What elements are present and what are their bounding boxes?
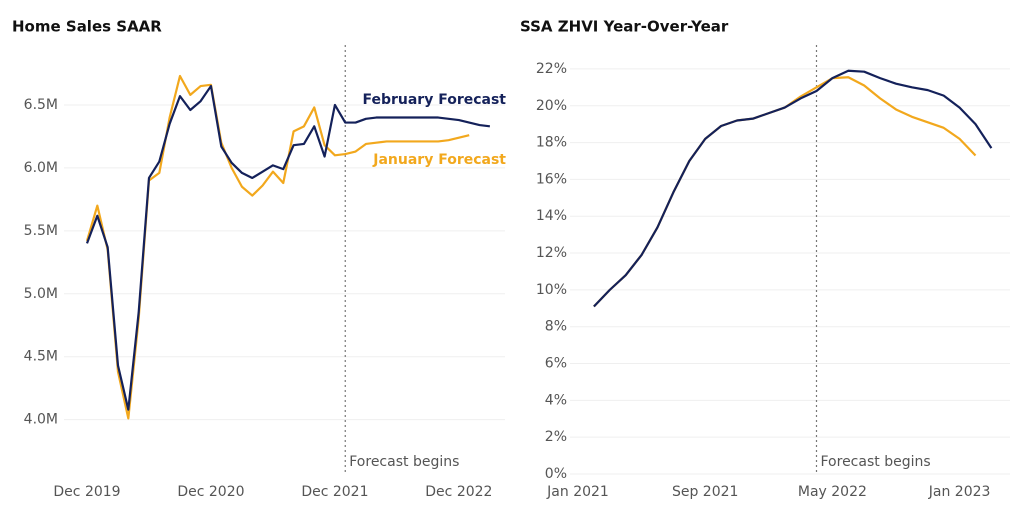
series-label: February Forecast: [362, 92, 506, 108]
y-tick-label: 5.5M: [24, 223, 58, 239]
x-tick-label: Dec 2022: [425, 484, 492, 500]
y-tick-label: 5.0M: [24, 286, 58, 302]
y-tick-label: 0%: [545, 466, 567, 482]
y-tick-label: 22%: [536, 61, 567, 77]
y-tick-label: 6.0M: [24, 160, 58, 176]
y-tick-label: 16%: [536, 171, 567, 187]
x-tick-label: Jan 2023: [928, 484, 991, 500]
y-tick-label: 14%: [536, 208, 567, 224]
x-tick-label: Dec 2021: [301, 484, 368, 500]
y-tick-label: 8%: [545, 319, 567, 335]
y-tick-label: 6%: [545, 356, 567, 372]
chart-title: SSA ZHVI Year-Over-Year: [520, 18, 729, 36]
y-tick-label: 2%: [545, 429, 567, 445]
y-tick-label: 4%: [545, 392, 567, 408]
y-tick-label: 10%: [536, 282, 567, 298]
x-tick-label: Dec 2019: [53, 484, 120, 500]
chart-title: Home Sales SAAR: [12, 18, 162, 36]
y-tick-label: 6.5M: [24, 97, 58, 113]
x-tick-label: May 2022: [798, 484, 867, 500]
y-tick-label: 4.0M: [24, 412, 58, 428]
x-tick-label: Dec 2020: [177, 484, 244, 500]
series-line: [593, 69, 993, 308]
series-line: [593, 76, 977, 308]
annotation: Forecast begins: [821, 454, 931, 470]
y-tick-label: 12%: [536, 245, 567, 261]
annotation: Forecast begins: [349, 454, 459, 470]
y-tick-label: 20%: [536, 98, 567, 114]
series-line: [85, 74, 470, 420]
y-tick-label: 18%: [536, 135, 567, 151]
y-tick-label: 4.5M: [24, 349, 58, 365]
series-label: January Forecast: [372, 152, 506, 168]
x-tick-label: Sep 2021: [672, 484, 738, 500]
series-line: [85, 84, 491, 411]
x-tick-label: Jan 2021: [546, 484, 609, 500]
